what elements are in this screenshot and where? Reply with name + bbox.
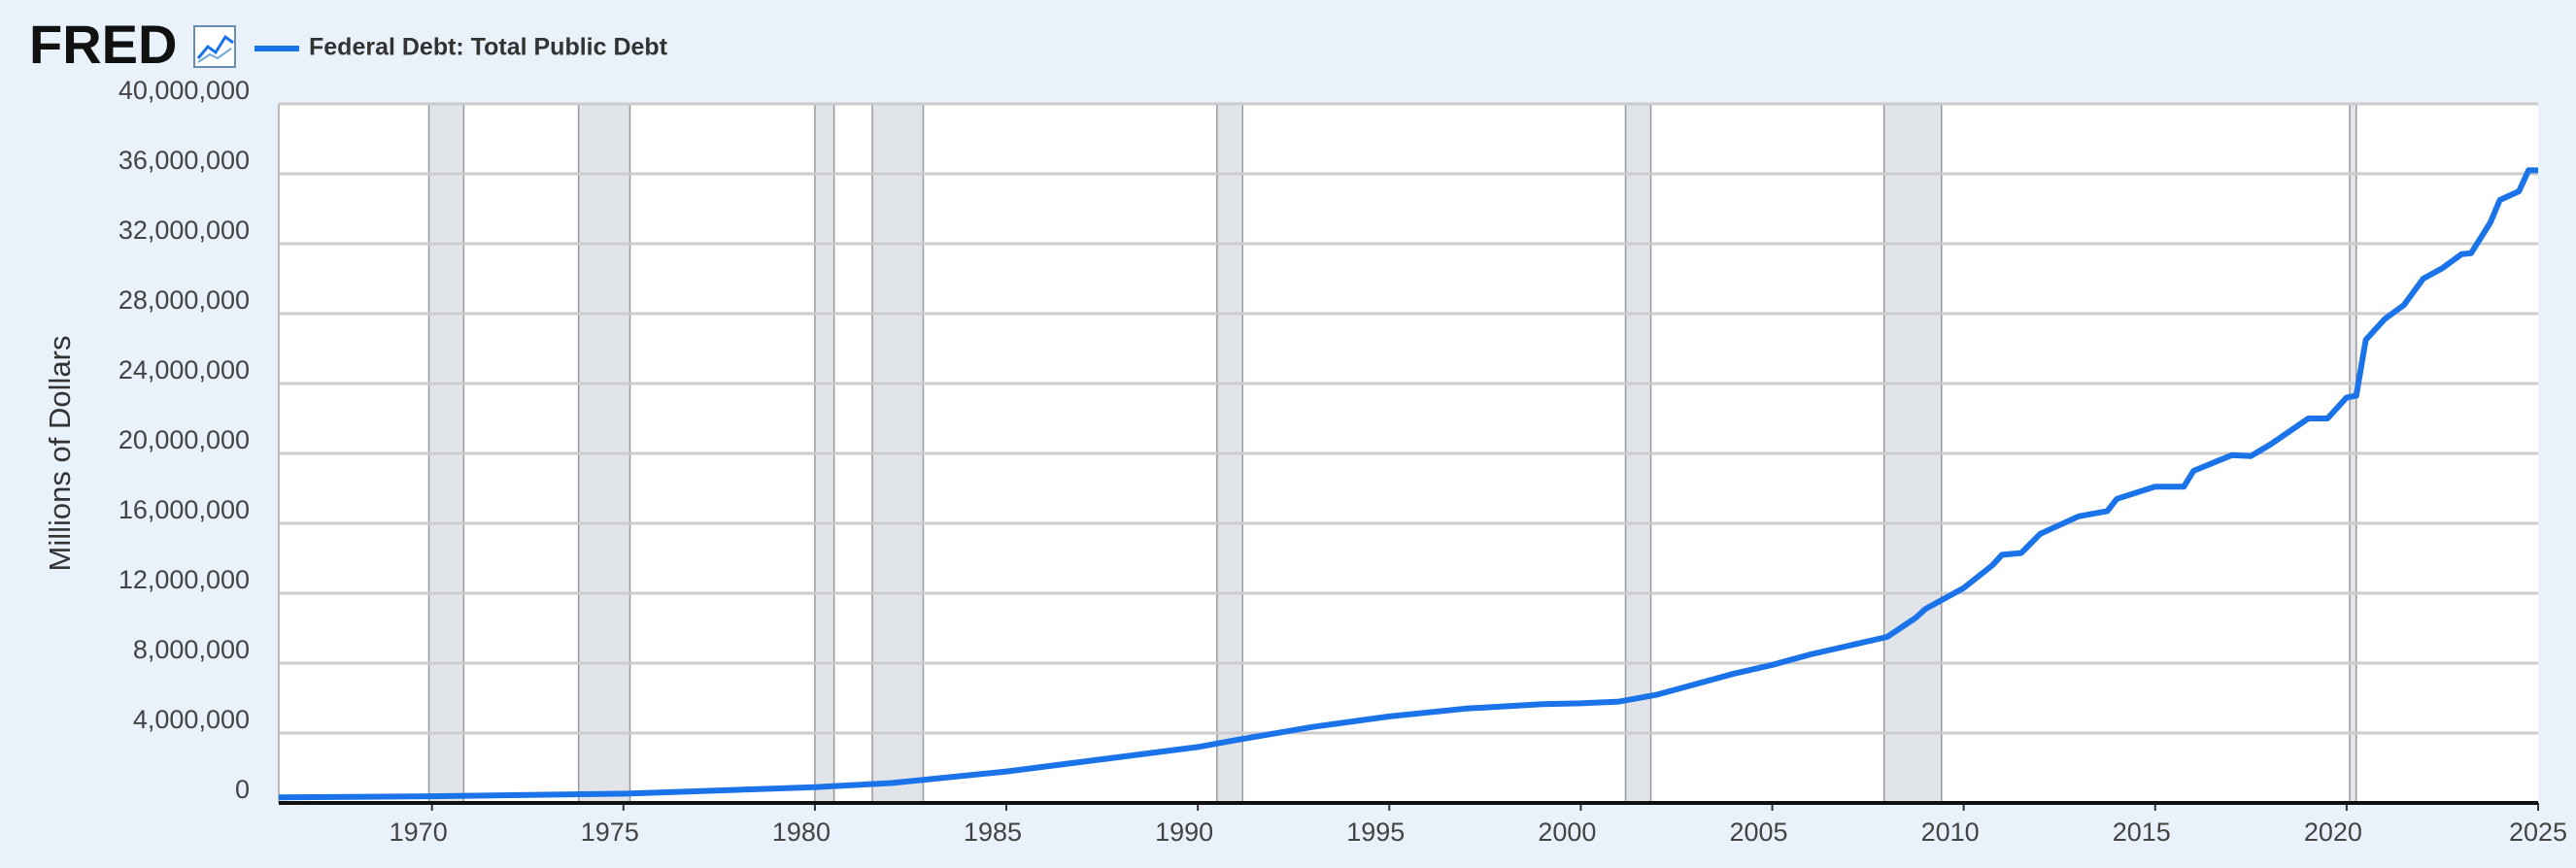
y-tick-label: 8,000,000 [133, 635, 250, 664]
x-tick-label: 2005 [1729, 818, 1787, 847]
x-tick-label: 1995 [1346, 818, 1405, 847]
y-tick-label: 32,000,000 [119, 216, 250, 245]
x-tick-label: 1990 [1155, 818, 1213, 847]
x-tick-label: 1970 [390, 818, 448, 847]
logo: FRED [29, 14, 177, 75]
y-tick-label: 0 [235, 775, 250, 804]
y-tick-label: 12,000,000 [119, 565, 250, 594]
logo-icon [193, 25, 236, 68]
x-tick-label: 2000 [1538, 818, 1596, 847]
y-axis-label: Millions of Dollars [43, 336, 77, 572]
x-tick-label: 1980 [772, 818, 830, 847]
y-tick-label: 24,000,000 [119, 355, 250, 384]
x-tick-label: 2010 [1921, 818, 1980, 847]
y-tick-label: 20,000,000 [119, 425, 250, 454]
x-tick-label: 2015 [2113, 818, 2171, 847]
plot: 0 4,000,000 8,000,000 12,000,000 16,000,000 2… [119, 76, 2567, 847]
y-tick-label: 40,000,000 [119, 76, 250, 105]
x-tick-label: 2025 [2509, 818, 2567, 847]
y-tick-label: 36,000,000 [119, 146, 250, 175]
x-tick-label: 1985 [964, 818, 1022, 847]
y-tick-label: 4,000,000 [133, 705, 250, 734]
y-tick-label: 28,000,000 [119, 285, 250, 315]
x-tick-label: 1975 [581, 818, 639, 847]
series-line [278, 167, 2538, 801]
y-tick-label: 16,000,000 [119, 495, 250, 524]
x-tick-label: 2020 [2304, 818, 2362, 847]
legend-label: Federal Debt: Total Public Debt [309, 34, 668, 61]
